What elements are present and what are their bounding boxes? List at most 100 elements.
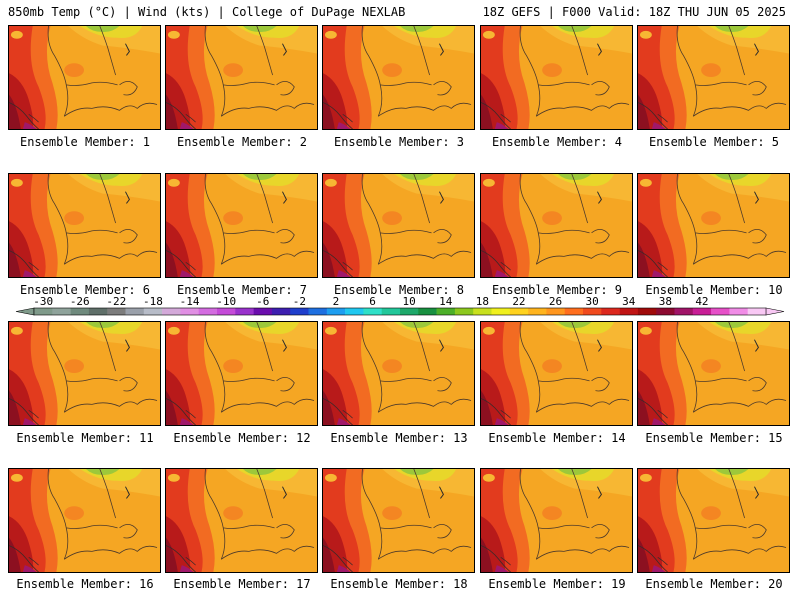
colorbar-segment <box>418 308 437 315</box>
member-caption-3: Ensemble Member: 3 <box>333 135 465 149</box>
colorbar-segment <box>308 308 328 315</box>
member-map-13 <box>322 321 475 426</box>
colorbar-segment <box>52 308 71 315</box>
colorbar-segment <box>180 308 199 315</box>
colorbar-tick-label: -6 <box>256 296 269 308</box>
colorbar-tick-label: -22 <box>106 296 126 308</box>
colorbar-segment <box>253 308 273 315</box>
member-caption-16: Ensemble Member: 16 <box>16 577 154 591</box>
colorbar-tick-label: 14 <box>439 296 453 308</box>
colorbar-tick-label: 2 <box>333 296 340 308</box>
colorbar-segment <box>674 308 694 315</box>
member-map-6 <box>8 173 161 278</box>
member-caption-6: Ensemble Member: 6 <box>19 283 151 297</box>
member-caption-8: Ensemble Member: 8 <box>333 283 465 297</box>
model-valid-time: 18Z GEFS | F000 Valid: 18Z THU JUN 05 20… <box>482 5 786 19</box>
chart-title: 850mb Temp (°C) | Wind (kts) | College o… <box>8 5 406 19</box>
member-map-5 <box>637 25 790 130</box>
colorbar-segment <box>583 308 602 315</box>
colorbar-segment <box>564 308 584 315</box>
colorbar-segment <box>290 308 309 315</box>
member-map-18 <box>322 468 475 573</box>
colorbar-tick-label: 34 <box>622 296 636 308</box>
colorbar-segment <box>711 308 730 315</box>
member-caption-12: Ensemble Member: 12 <box>173 431 311 445</box>
member-map-3 <box>322 25 475 130</box>
member-map-16 <box>8 468 161 573</box>
colorbar-right-arrow <box>765 307 785 316</box>
colorbar-segment <box>509 308 529 315</box>
colorbar-tick-label: -10 <box>216 296 236 308</box>
member-caption-13: Ensemble Member: 13 <box>330 431 468 445</box>
colorbar-tick-label: -2 <box>293 296 306 308</box>
colorbar-segment <box>454 308 474 315</box>
member-map-7 <box>165 173 318 278</box>
colorbar-segment <box>326 308 346 315</box>
colorbar-segment <box>34 308 53 315</box>
colorbar-segment <box>162 308 181 315</box>
colorbar-segment <box>70 308 90 315</box>
member-map-2 <box>165 25 318 130</box>
colorbar-segment <box>400 308 419 315</box>
member-map-14 <box>480 321 633 426</box>
member-caption-18: Ensemble Member: 18 <box>330 577 468 591</box>
colorbar-segment <box>747 308 767 315</box>
member-caption-17: Ensemble Member: 17 <box>173 577 311 591</box>
colorbar-segment <box>546 308 565 315</box>
colorbar-tick-label: 6 <box>369 296 376 308</box>
colorbar-segment <box>217 308 236 315</box>
member-map-11 <box>8 321 161 426</box>
member-caption-11: Ensemble Member: 11 <box>16 431 154 445</box>
colorbar-segment <box>271 308 291 315</box>
member-caption-9: Ensemble Member: 9 <box>491 283 623 297</box>
colorbar-segment <box>345 308 364 315</box>
colorbar-segment <box>637 308 657 315</box>
colorbar-segment <box>143 308 163 315</box>
member-map-20 <box>637 468 790 573</box>
member-caption-4: Ensemble Member: 4 <box>491 135 623 149</box>
colorbar-tick-label: -30 <box>33 296 53 308</box>
member-caption-2: Ensemble Member: 2 <box>176 135 308 149</box>
member-map-8 <box>322 173 475 278</box>
temperature-colorbar: -30 -26 -22 -18 -14 -10 -6 -2 2 6 10 14 18 22 26 30 34 38… <box>15 296 785 316</box>
colorbar-segment <box>198 308 218 315</box>
colorbar-left-arrow <box>15 307 35 316</box>
colorbar-segment <box>436 308 456 315</box>
member-map-10 <box>637 173 790 278</box>
colorbar-tick-label: 18 <box>476 296 489 308</box>
colorbar-segment <box>473 308 492 315</box>
member-caption-15: Ensemble Member: 15 <box>645 431 783 445</box>
colorbar-segment <box>692 308 712 315</box>
colorbar-tick-label: 42 <box>695 296 708 308</box>
member-caption-5: Ensemble Member: 5 <box>648 135 780 149</box>
member-map-12 <box>165 321 318 426</box>
colorbar-segment <box>125 308 145 315</box>
member-caption-14: Ensemble Member: 14 <box>488 431 626 445</box>
member-caption-19: Ensemble Member: 19 <box>488 577 626 591</box>
colorbar-segment <box>107 308 126 315</box>
colorbar-tick-label: 38 <box>659 296 672 308</box>
member-map-1 <box>8 25 161 130</box>
member-map-19 <box>480 468 633 573</box>
colorbar-frame <box>33 307 767 316</box>
colorbar-segment <box>619 308 639 315</box>
member-caption-20: Ensemble Member: 20 <box>645 577 783 591</box>
colorbar-segment <box>88 308 108 315</box>
colorbar-tick-label: 26 <box>549 296 562 308</box>
colorbar-segment <box>656 308 675 315</box>
colorbar-tick-label: 10 <box>403 296 416 308</box>
colorbar-tick-label: -26 <box>70 296 90 308</box>
colorbar-tick-label: 22 <box>512 296 525 308</box>
colorbar-tick-label: -18 <box>143 296 163 308</box>
member-map-9 <box>480 173 633 278</box>
member-map-17 <box>165 468 318 573</box>
colorbar-tick-label: -14 <box>180 296 200 308</box>
colorbar-segment <box>491 308 511 315</box>
colorbar-segment <box>601 308 620 315</box>
colorbar-tick-label: 30 <box>586 296 599 308</box>
member-map-15 <box>637 321 790 426</box>
colorbar-segment <box>381 308 401 315</box>
colorbar-segment <box>235 308 254 315</box>
colorbar-segment <box>528 308 547 315</box>
member-caption-10: Ensemble Member: 10 <box>645 283 783 297</box>
